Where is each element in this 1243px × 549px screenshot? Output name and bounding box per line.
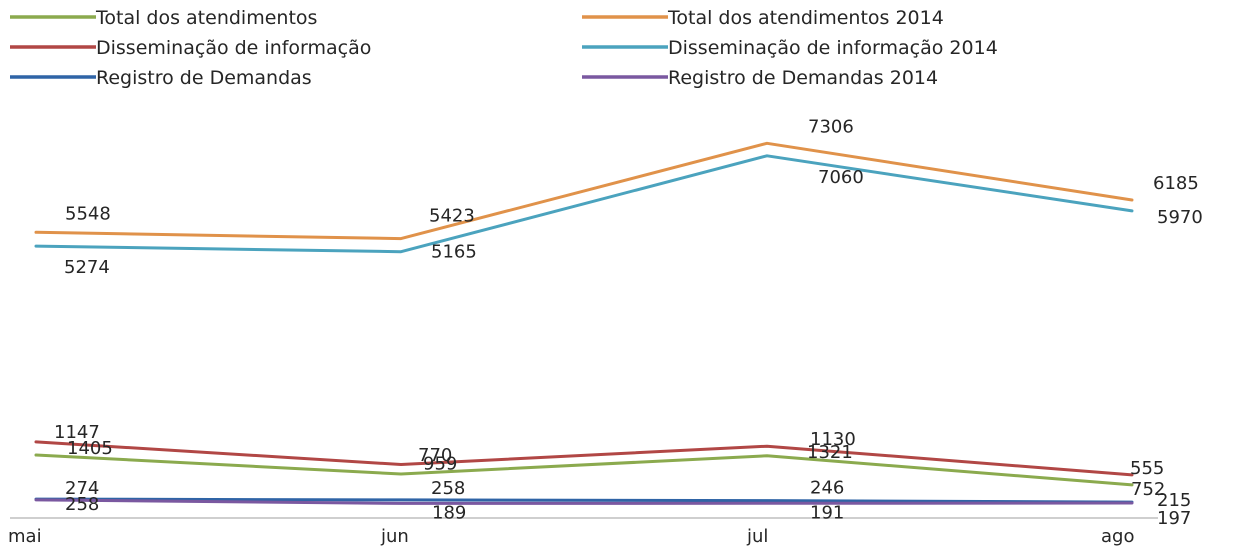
legend-label: Registro de Demandas 2014 xyxy=(668,67,938,89)
data-label: 1321 xyxy=(807,442,853,463)
legend-item: Total dos atendimentos xyxy=(10,7,317,29)
data-label: 959 xyxy=(423,453,457,474)
series-line xyxy=(34,154,1134,254)
x-axis-ticks: mai jun jul ago xyxy=(8,526,1134,547)
x-tick-label: ago xyxy=(1101,526,1134,547)
data-label: 1405 xyxy=(67,438,113,459)
chart-legend: Total dos atendimentos Total dos atendime… xyxy=(10,7,998,89)
series-layer xyxy=(34,141,1134,505)
data-label: 258 xyxy=(65,494,99,515)
data-label: 7306 xyxy=(808,116,854,137)
data-label: 189 xyxy=(432,502,466,523)
data-label: 5274 xyxy=(64,257,110,278)
legend-label: Total dos atendimentos xyxy=(95,7,317,29)
series-line xyxy=(34,497,1134,504)
series-line xyxy=(34,141,1134,241)
data-label: 1147 xyxy=(54,422,100,443)
data-label: 770 xyxy=(418,445,452,466)
series-line xyxy=(34,440,1134,477)
legend-item: Disseminação de informação 2014 xyxy=(582,37,998,59)
data-label: 5423 xyxy=(429,206,475,227)
legend-label: Registro de Demandas xyxy=(96,67,312,89)
x-tick-label: jul xyxy=(746,526,768,547)
data-label: 274 xyxy=(65,478,99,499)
legend-item: Disseminação de informação xyxy=(10,37,371,59)
data-label: 215 xyxy=(1157,490,1191,511)
data-label: 5548 xyxy=(65,203,111,224)
data-label: 1130 xyxy=(810,429,856,450)
series-line xyxy=(34,498,1134,505)
x-tick-label: jun xyxy=(380,526,409,547)
data-label: 197 xyxy=(1157,508,1191,529)
data-label: 6185 xyxy=(1153,173,1199,194)
data-label: 5970 xyxy=(1157,207,1203,228)
legend-label: Total dos atendimentos 2014 xyxy=(667,7,944,29)
legend-item: Registro de Demandas xyxy=(10,67,312,89)
data-label: 246 xyxy=(810,478,844,499)
legend-item: Registro de Demandas 2014 xyxy=(582,67,938,89)
data-label: 7060 xyxy=(818,167,864,188)
data-label: 555 xyxy=(1130,458,1164,479)
legend-item: Total dos atendimentos 2014 xyxy=(582,7,944,29)
data-label: 258 xyxy=(431,478,465,499)
series-line xyxy=(34,453,1134,487)
data-label: 191 xyxy=(810,502,844,523)
x-tick-label: mai xyxy=(8,526,42,547)
data-label: 5165 xyxy=(431,242,477,263)
data-labels: 1147 770 1130 555 5548 5423 7306 6185 1405 959 132… xyxy=(54,116,1203,529)
data-label: 752 xyxy=(1131,479,1165,500)
legend-label: Disseminação de informação 2014 xyxy=(668,37,998,59)
legend-label: Disseminação de informação xyxy=(96,37,371,59)
